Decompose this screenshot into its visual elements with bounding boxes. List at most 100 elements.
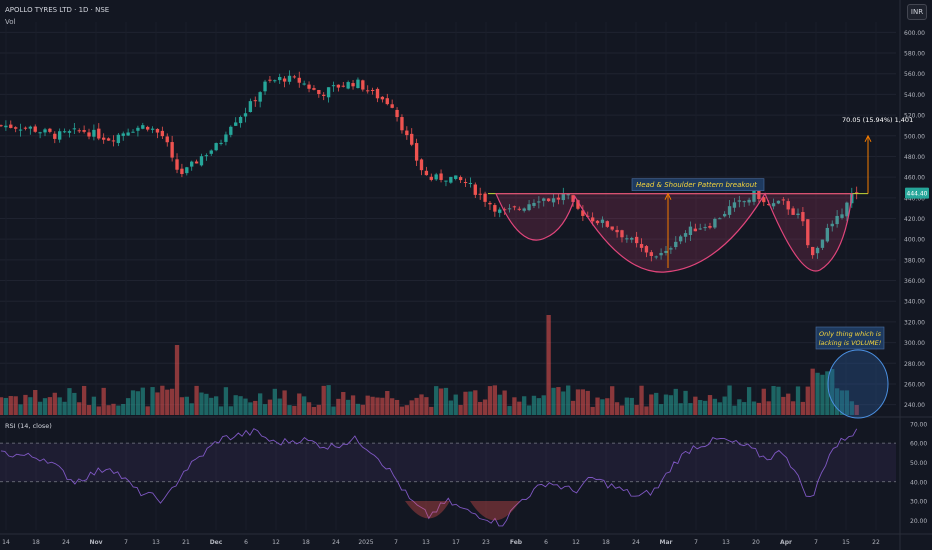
volume-bar <box>820 374 825 415</box>
volume-bar <box>585 390 590 415</box>
volume-bar <box>101 387 106 415</box>
candle-body <box>439 173 443 180</box>
head-shoulder-pattern: 70.05 (15.94%) 1,401 Head & Shoulder Patt… <box>488 116 913 419</box>
time-tick-label: 6 <box>244 539 248 546</box>
rsi-tick-label: 20.00 <box>910 518 927 525</box>
volume-bar <box>213 396 219 415</box>
volume-bar <box>702 400 708 415</box>
volume-bar <box>140 387 145 415</box>
volume-bar <box>145 406 150 415</box>
volume-bar <box>321 385 326 415</box>
volume-bar <box>135 391 141 415</box>
volume-bar <box>18 404 23 415</box>
candle-body <box>23 127 28 129</box>
price-tick-label: 500.00 <box>904 133 925 140</box>
volume-bar <box>536 398 542 415</box>
volume-bar <box>746 387 752 415</box>
candle-body <box>400 117 404 131</box>
candle-body <box>273 80 277 82</box>
candle-body <box>248 101 253 112</box>
time-tick-label: 24 <box>332 539 340 546</box>
candle-body <box>38 132 42 134</box>
volume-bar <box>815 372 820 415</box>
candle-body <box>600 219 605 223</box>
volume-bar <box>644 406 649 415</box>
volume-bar <box>453 394 458 415</box>
volume-bar <box>517 401 522 415</box>
volume-bar <box>751 401 757 415</box>
volume-bar <box>160 385 165 415</box>
candle-body <box>385 98 389 105</box>
volume-bar <box>487 386 493 415</box>
candle-body <box>297 77 301 83</box>
volume-bar <box>150 387 155 415</box>
candle-body <box>331 85 336 87</box>
candle-body <box>796 213 800 216</box>
volume-bar <box>218 406 224 415</box>
volume-note-box <box>815 326 885 350</box>
volume-bar <box>57 397 62 415</box>
candle-body <box>209 150 213 154</box>
candle-body <box>0 125 3 127</box>
candle-body <box>170 142 174 158</box>
candle-body <box>375 88 380 99</box>
candle-body <box>791 208 795 215</box>
candle-body <box>747 199 751 203</box>
candle-body <box>644 246 649 253</box>
price-tick-label: 580.00 <box>904 51 925 58</box>
candle-body <box>336 84 341 88</box>
candle-body <box>292 76 297 78</box>
candle-body <box>835 215 839 225</box>
time-tick-label: 13 <box>152 539 160 546</box>
volume-bar <box>233 395 238 415</box>
time-tick-label: 7 <box>394 539 398 546</box>
candle-body <box>781 199 786 201</box>
price-tick-label: 400.00 <box>904 237 925 244</box>
symbol-title: APOLLO TYRES LTD · 1D · NSE <box>5 6 110 14</box>
candle-body <box>405 130 409 136</box>
volume-bar <box>262 404 268 415</box>
candle-body <box>561 193 565 201</box>
candle-body <box>625 238 629 240</box>
volume-bar <box>688 403 693 415</box>
candle-body <box>703 227 707 229</box>
candle-body <box>688 226 693 236</box>
rsi-tick-label: 70.00 <box>910 421 927 428</box>
candle-body <box>527 204 531 211</box>
candle-body <box>312 88 316 90</box>
candle-body <box>581 210 585 216</box>
price-tick-label: 440.00 <box>904 195 925 202</box>
candle-body <box>590 217 595 222</box>
candle-body <box>483 193 487 202</box>
candle-body <box>713 218 717 228</box>
candle-body <box>48 128 52 132</box>
volume-bar <box>580 389 586 415</box>
volume-bar <box>23 394 28 415</box>
candle-body <box>610 226 614 230</box>
volume-bar <box>399 406 405 415</box>
volume-bar <box>541 395 546 415</box>
candle-body <box>366 90 370 92</box>
candle-body <box>302 83 306 85</box>
price-tick-label: 540.00 <box>904 92 925 99</box>
volume-bar <box>781 396 786 415</box>
candle-body <box>806 219 810 246</box>
volume-bar <box>561 391 566 415</box>
candle-body <box>615 229 619 233</box>
currency-button[interactable]: INR <box>907 4 927 20</box>
price-tick-label: 460.00 <box>904 175 925 182</box>
candle-body <box>551 198 556 203</box>
candle-body <box>766 204 771 206</box>
candle-body <box>659 252 663 256</box>
volume-bar <box>165 389 170 415</box>
candle-body <box>28 126 33 129</box>
volume-bar <box>839 390 845 415</box>
current-price-tag <box>905 187 929 199</box>
volume-bar <box>658 404 664 415</box>
candle-body <box>674 241 678 248</box>
volume-bar <box>272 388 277 415</box>
volume-bar <box>111 403 116 415</box>
volume-bar <box>742 402 747 415</box>
